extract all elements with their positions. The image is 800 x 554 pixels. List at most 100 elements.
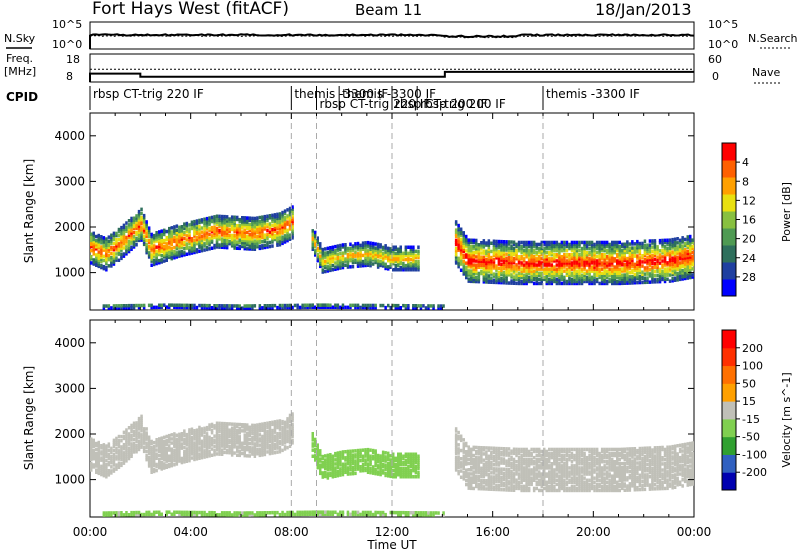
heatmap-cell: [381, 465, 385, 469]
heatmap-cell: [125, 440, 128, 445]
heatmap-cell: [336, 459, 340, 463]
heatmap-cell: [663, 273, 667, 277]
heatmap-cell: [288, 430, 292, 434]
heatmap-cell: [643, 239, 647, 243]
cpid-segment-label: rbsp CT-trig 200 IF: [395, 97, 506, 111]
heatmap-cell: [225, 219, 229, 223]
heatmap-cell: [208, 232, 211, 237]
heatmap-cell: [163, 445, 166, 450]
heatmap-cell: [203, 248, 206, 252]
heatmap-cell: [271, 227, 274, 232]
heatmap-cell: [392, 456, 395, 461]
heatmap-cell: [502, 254, 506, 258]
heatmap-cell: [95, 452, 98, 456]
heatmap-cell: [150, 257, 153, 261]
heatmap-cell: [276, 222, 279, 227]
heatmap-cell: [203, 242, 206, 246]
heatmap-cell: [500, 241, 503, 246]
heatmap-cell: [163, 456, 166, 460]
heatmap-cell: [122, 442, 126, 447]
heatmap-cell: [470, 257, 473, 261]
heatmap-cell: [507, 269, 511, 273]
heatmap-cell: [225, 426, 229, 430]
heatmap-cell: [95, 470, 98, 474]
heatmap-cell: [225, 450, 229, 455]
heatmap-cell: [673, 256, 677, 260]
heatmap-cell: [686, 245, 689, 249]
heatmap-cell: [266, 232, 269, 237]
heatmap-cell: [686, 237, 689, 241]
heatmap-cell: [273, 225, 277, 229]
heatmap-cell: [152, 250, 156, 254]
heatmap-cell: [223, 450, 226, 455]
heatmap-cell: [258, 426, 262, 431]
heatmap-cell: [233, 236, 236, 240]
heatmap-cell: [600, 240, 604, 245]
heatmap-cell: [364, 303, 367, 308]
heatmap-cell: [414, 464, 418, 469]
heatmap-cell: [268, 425, 272, 429]
heatmap-cell: [661, 259, 664, 263]
heatmap-cell: [163, 452, 166, 456]
heatmap-cell: [233, 434, 236, 439]
heatmap-cell: [351, 467, 355, 472]
heatmap-cell: [243, 429, 246, 433]
heatmap-cell: [100, 470, 103, 475]
heatmap-cell: [92, 260, 95, 264]
heatmap-cell: [585, 242, 589, 247]
heatmap-cell: [215, 444, 219, 448]
nsearch-trace: [89, 35, 695, 39]
heatmap-cell: [190, 450, 194, 454]
heatmap-cell: [288, 438, 292, 442]
heatmap-cell: [243, 427, 246, 431]
heatmap-cell: [180, 229, 184, 233]
heatmap-cell: [442, 304, 445, 308]
heatmap-cell: [621, 277, 624, 281]
heatmap-cell: [132, 241, 136, 245]
heatmap-cell: [472, 273, 475, 277]
heatmap-cell: [379, 456, 382, 460]
heatmap-cell: [381, 303, 385, 308]
heatmap-cell: [208, 306, 211, 310]
heatmap-cell: [243, 449, 246, 454]
heatmap-cell: [326, 258, 330, 263]
heatmap-cell: [137, 232, 141, 236]
heatmap-cell: [663, 275, 667, 280]
heatmap-cell: [346, 462, 350, 466]
heatmap-cell: [170, 256, 173, 261]
heatmap-cell: [543, 253, 546, 257]
heatmap-cell: [482, 263, 486, 268]
heatmap-cell: [220, 223, 224, 227]
heatmap-cell: [316, 252, 319, 257]
heatmap-cell: [588, 240, 591, 245]
heatmap-cell: [147, 238, 151, 243]
heatmap-cell: [331, 251, 335, 256]
heatmap-cell: [495, 278, 498, 283]
heatmap-cell: [558, 242, 561, 247]
heatmap-cell: [457, 240, 460, 244]
heatmap-cell: [623, 281, 626, 285]
heatmap-cell: [663, 246, 667, 251]
heatmap-cell: [321, 268, 324, 272]
heatmap-cell: [278, 441, 282, 446]
heatmap-cell: [286, 238, 289, 243]
heatmap-cell: [605, 273, 609, 277]
heatmap-cell: [459, 260, 463, 264]
heatmap-cell: [125, 248, 128, 252]
heatmap-cell: [681, 246, 684, 250]
heatmap-cell: [180, 446, 184, 450]
heatmap-cell: [95, 253, 98, 257]
heatmap-cell: [329, 467, 332, 471]
heatmap-cell: [482, 257, 486, 262]
heatmap-cell: [454, 250, 458, 255]
heatmap-cell: [112, 457, 116, 461]
heatmap-cell: [228, 217, 231, 221]
heatmap-cell: [132, 216, 136, 220]
heatmap-cell: [588, 279, 591, 284]
heatmap-cell: [598, 246, 601, 251]
heatmap-cell: [573, 242, 576, 247]
heatmap-cell: [261, 231, 264, 236]
heatmap-cell: [356, 303, 360, 308]
heatmap-cell: [122, 246, 126, 250]
heatmap-cell: [125, 459, 128, 463]
